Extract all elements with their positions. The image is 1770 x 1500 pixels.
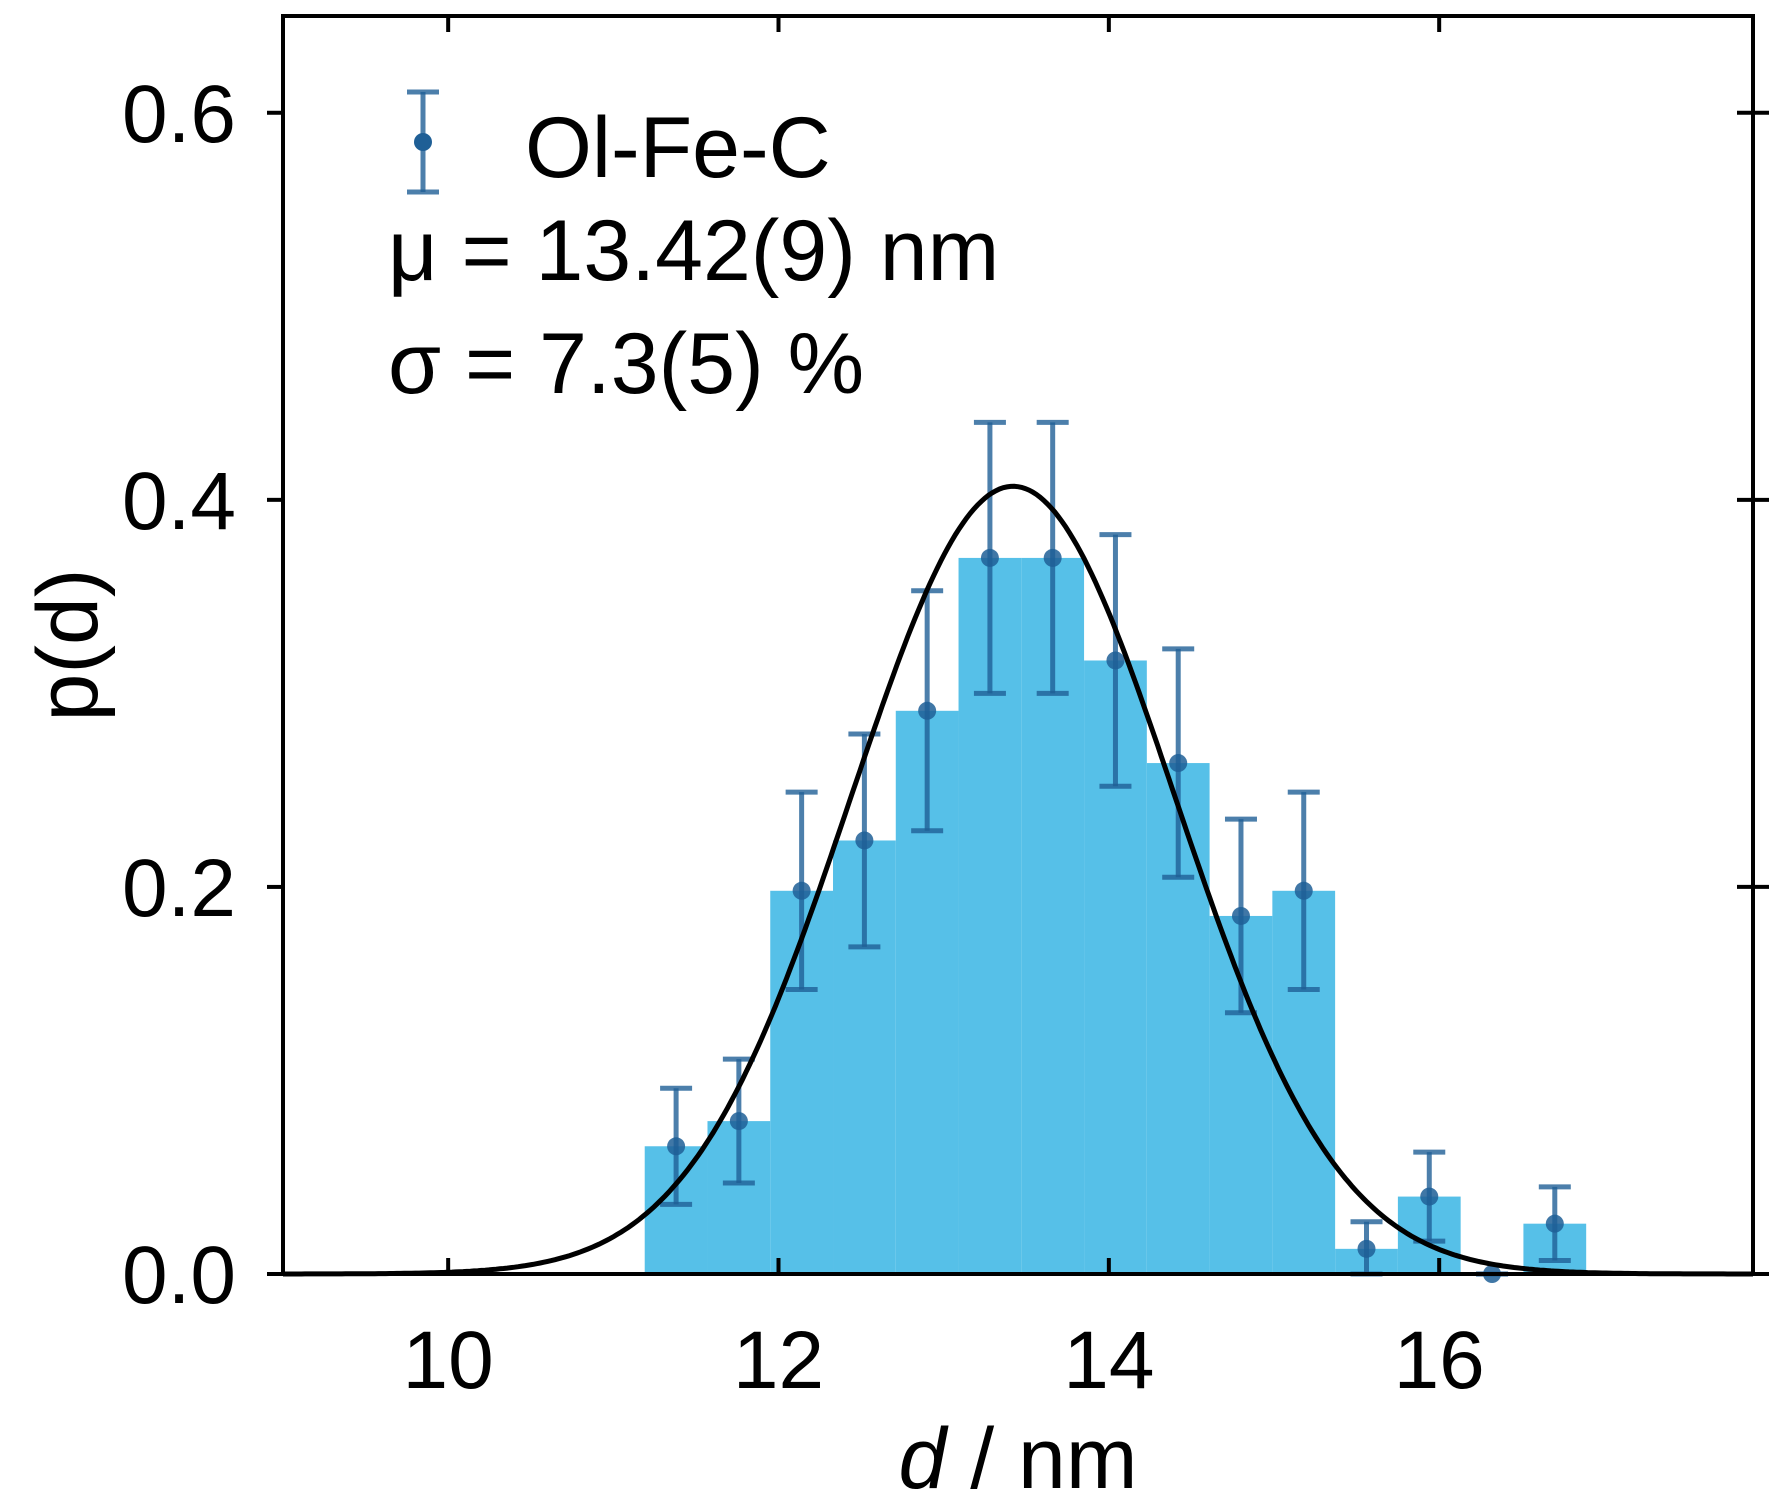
error-bar xyxy=(1538,1184,1571,1263)
x-axis-label: d / nm xyxy=(899,1411,1138,1500)
error-bar xyxy=(1162,646,1195,880)
error-bar xyxy=(1287,789,1320,992)
data-point xyxy=(792,881,811,900)
y-tick-label: 0.4 xyxy=(122,456,236,547)
data-point xyxy=(918,701,937,720)
legend-label: Ol-Fe-C xyxy=(525,100,831,196)
data-point xyxy=(1231,906,1250,925)
data-point xyxy=(1420,1187,1439,1206)
legend-marker-point xyxy=(414,133,432,151)
x-tick-label: 14 xyxy=(1063,1315,1154,1406)
y-axis-label: p(d) xyxy=(20,569,116,722)
histogram-bars xyxy=(644,557,1587,1274)
data-point xyxy=(1169,754,1188,773)
data-point xyxy=(1294,881,1313,900)
data-point xyxy=(1043,548,1062,567)
error-bar xyxy=(1036,419,1069,696)
legend-sigma: σ = 7.3(5) % xyxy=(388,316,864,412)
data-point xyxy=(1545,1214,1564,1233)
error-bar xyxy=(785,789,818,992)
x-tick-label: 16 xyxy=(1394,1315,1485,1406)
y-tick-label: 0.6 xyxy=(122,69,236,160)
x-tick-label: 12 xyxy=(733,1315,824,1406)
y-axis-ticks: 0.0 0.2 0.4 0.6 xyxy=(122,69,1769,1321)
y-tick-label: 0.0 xyxy=(122,1230,236,1321)
gaussian-fit-curve xyxy=(283,483,1753,1277)
x-axis-ticks: 10 12 14 16 xyxy=(403,16,1485,1406)
x-axis-label-variable: d xyxy=(899,1411,950,1500)
data-point xyxy=(667,1137,686,1156)
error-bar xyxy=(848,731,881,950)
x-tick-label: 10 xyxy=(403,1315,494,1406)
error-bar xyxy=(973,419,1006,696)
data-point xyxy=(855,831,874,850)
data-point xyxy=(1357,1239,1376,1258)
legend-mu: μ = 13.42(9) nm xyxy=(388,203,999,299)
legend-errorbar-marker xyxy=(407,89,439,195)
y-tick-label: 0.2 xyxy=(122,843,236,934)
plot-frame xyxy=(281,14,1755,1276)
data-point xyxy=(729,1112,748,1131)
data-point xyxy=(1106,651,1125,670)
data-point xyxy=(980,548,999,567)
x-axis-label-unit: / nm xyxy=(946,1411,1137,1500)
error-bar xyxy=(911,588,944,834)
error-bar xyxy=(1099,532,1132,789)
error-bar xyxy=(722,1056,755,1186)
legend: Ol-Fe-C μ = 13.42(9) nm σ = 7.3(5) % xyxy=(388,89,999,412)
